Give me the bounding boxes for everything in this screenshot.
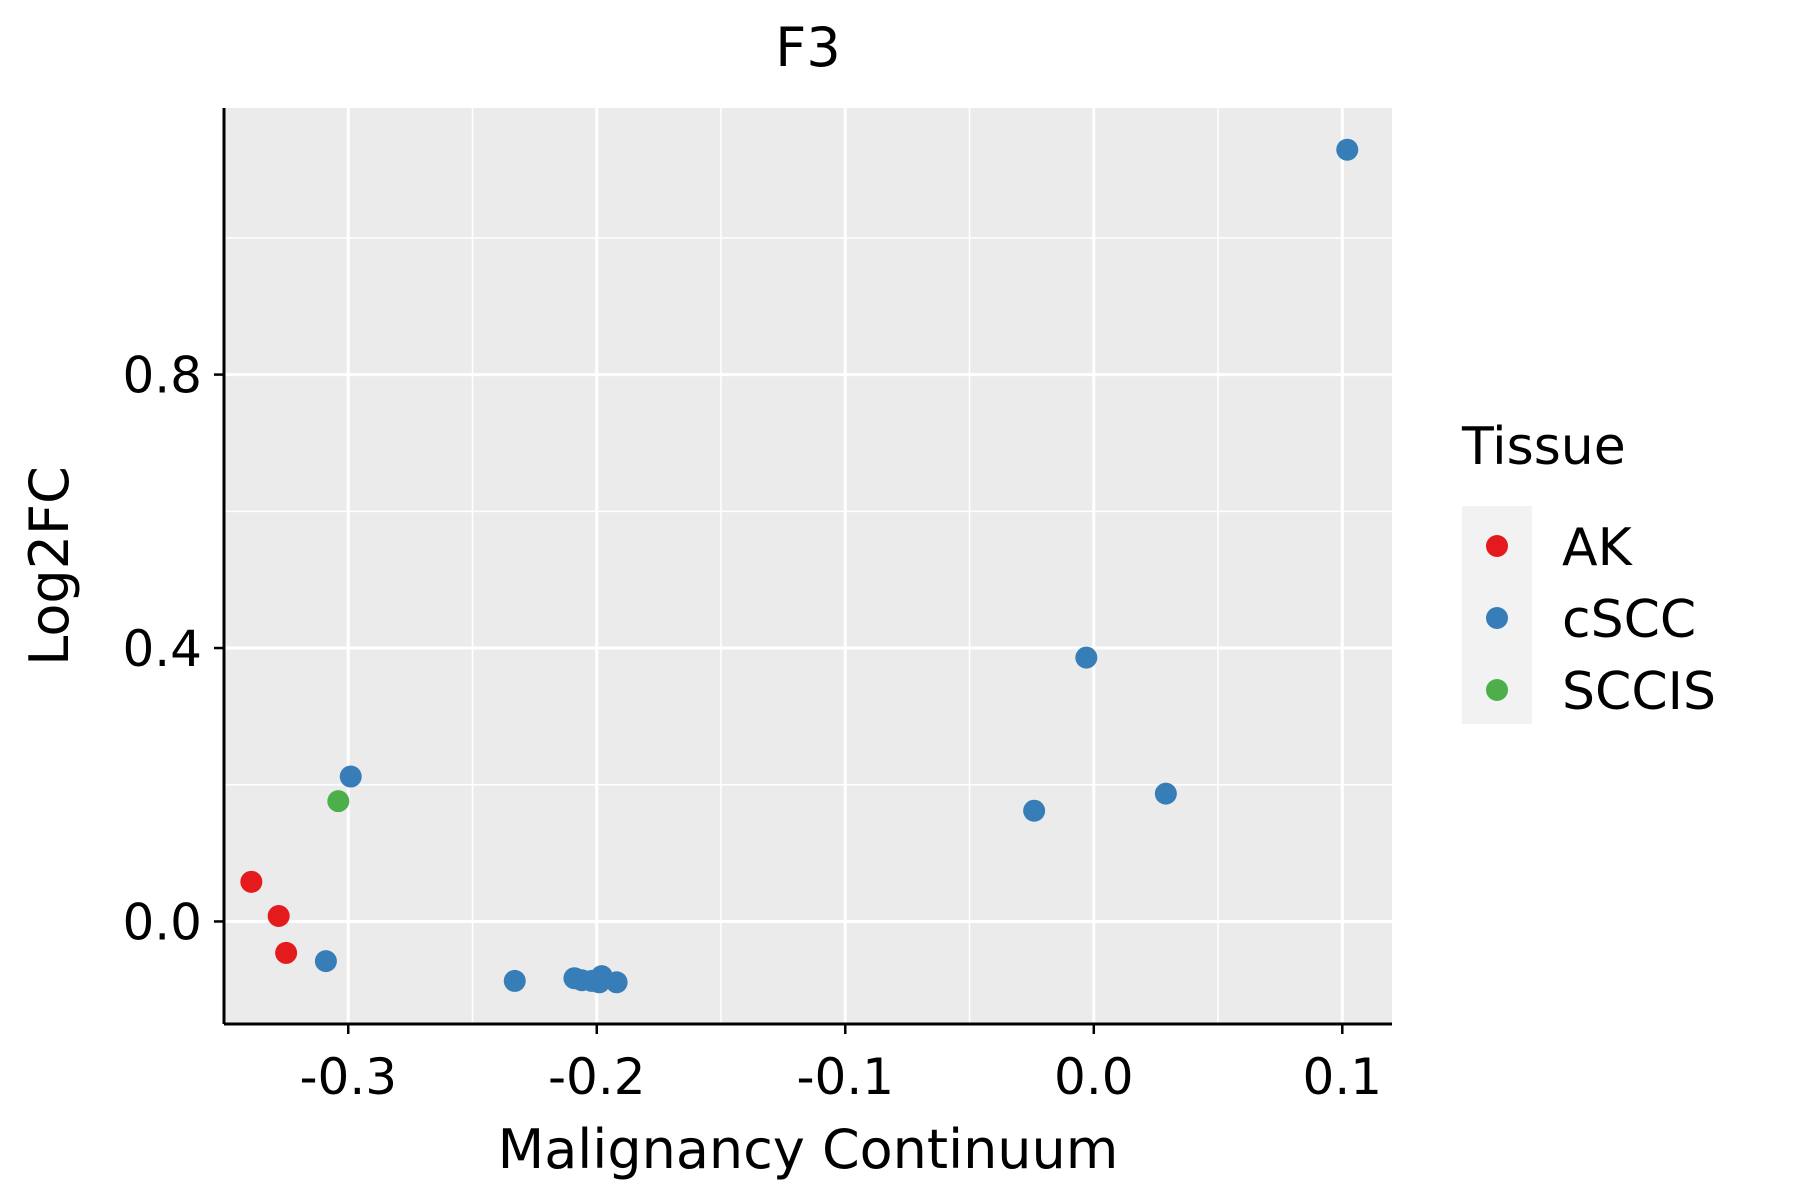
point-cscc — [605, 971, 628, 994]
point-ak — [275, 941, 298, 964]
grid-lines — [223, 108, 1392, 1024]
y-tick-label: 0.8 — [122, 347, 202, 405]
point-cscc — [1075, 646, 1098, 669]
point-ak — [267, 904, 290, 927]
x-axis-title: Malignancy Continuum — [498, 1118, 1119, 1181]
x-tick-label: 0.1 — [1303, 1048, 1383, 1106]
point-sccis — [327, 790, 350, 813]
legend-entries: AK cSCC SCCIS — [1486, 518, 1716, 722]
legend-title: Tissue — [1461, 417, 1626, 477]
y-tick-label: 0.0 — [122, 893, 202, 951]
x-tick-label: -0.1 — [796, 1048, 894, 1106]
chart-title: F3 — [775, 16, 840, 79]
point-cscc — [339, 765, 362, 788]
legend-label-cscc: cSCC — [1562, 590, 1696, 650]
point-cscc — [1154, 782, 1177, 805]
legend-key-cscc — [1486, 607, 1508, 629]
x-tick-label: -0.3 — [299, 1048, 397, 1106]
legend-key-sccis — [1486, 679, 1508, 701]
legend-label-ak: AK — [1562, 518, 1634, 578]
y-tick-label: 0.4 — [122, 620, 202, 678]
point-cscc — [1023, 799, 1046, 822]
point-cscc — [503, 969, 526, 992]
legend-label-sccis: SCCIS — [1562, 662, 1716, 722]
y-axis-ticks: 0.0 0.4 0.8 — [122, 347, 224, 951]
plot-panel — [224, 108, 1392, 1024]
point-cscc — [314, 950, 337, 973]
x-tick-label: -0.2 — [548, 1048, 646, 1106]
point-ak — [240, 870, 263, 893]
x-tick-label: 0.0 — [1054, 1048, 1134, 1106]
data-points — [240, 138, 1359, 994]
point-cscc — [1336, 138, 1359, 161]
x-axis-ticks: -0.3 -0.2 -0.1 0.0 0.1 — [299, 1024, 1382, 1106]
legend-key-ak — [1486, 535, 1508, 557]
legend: Tissue AK cSCC SCCIS — [1461, 417, 1716, 724]
y-axis-title: Log2FC — [18, 466, 81, 666]
